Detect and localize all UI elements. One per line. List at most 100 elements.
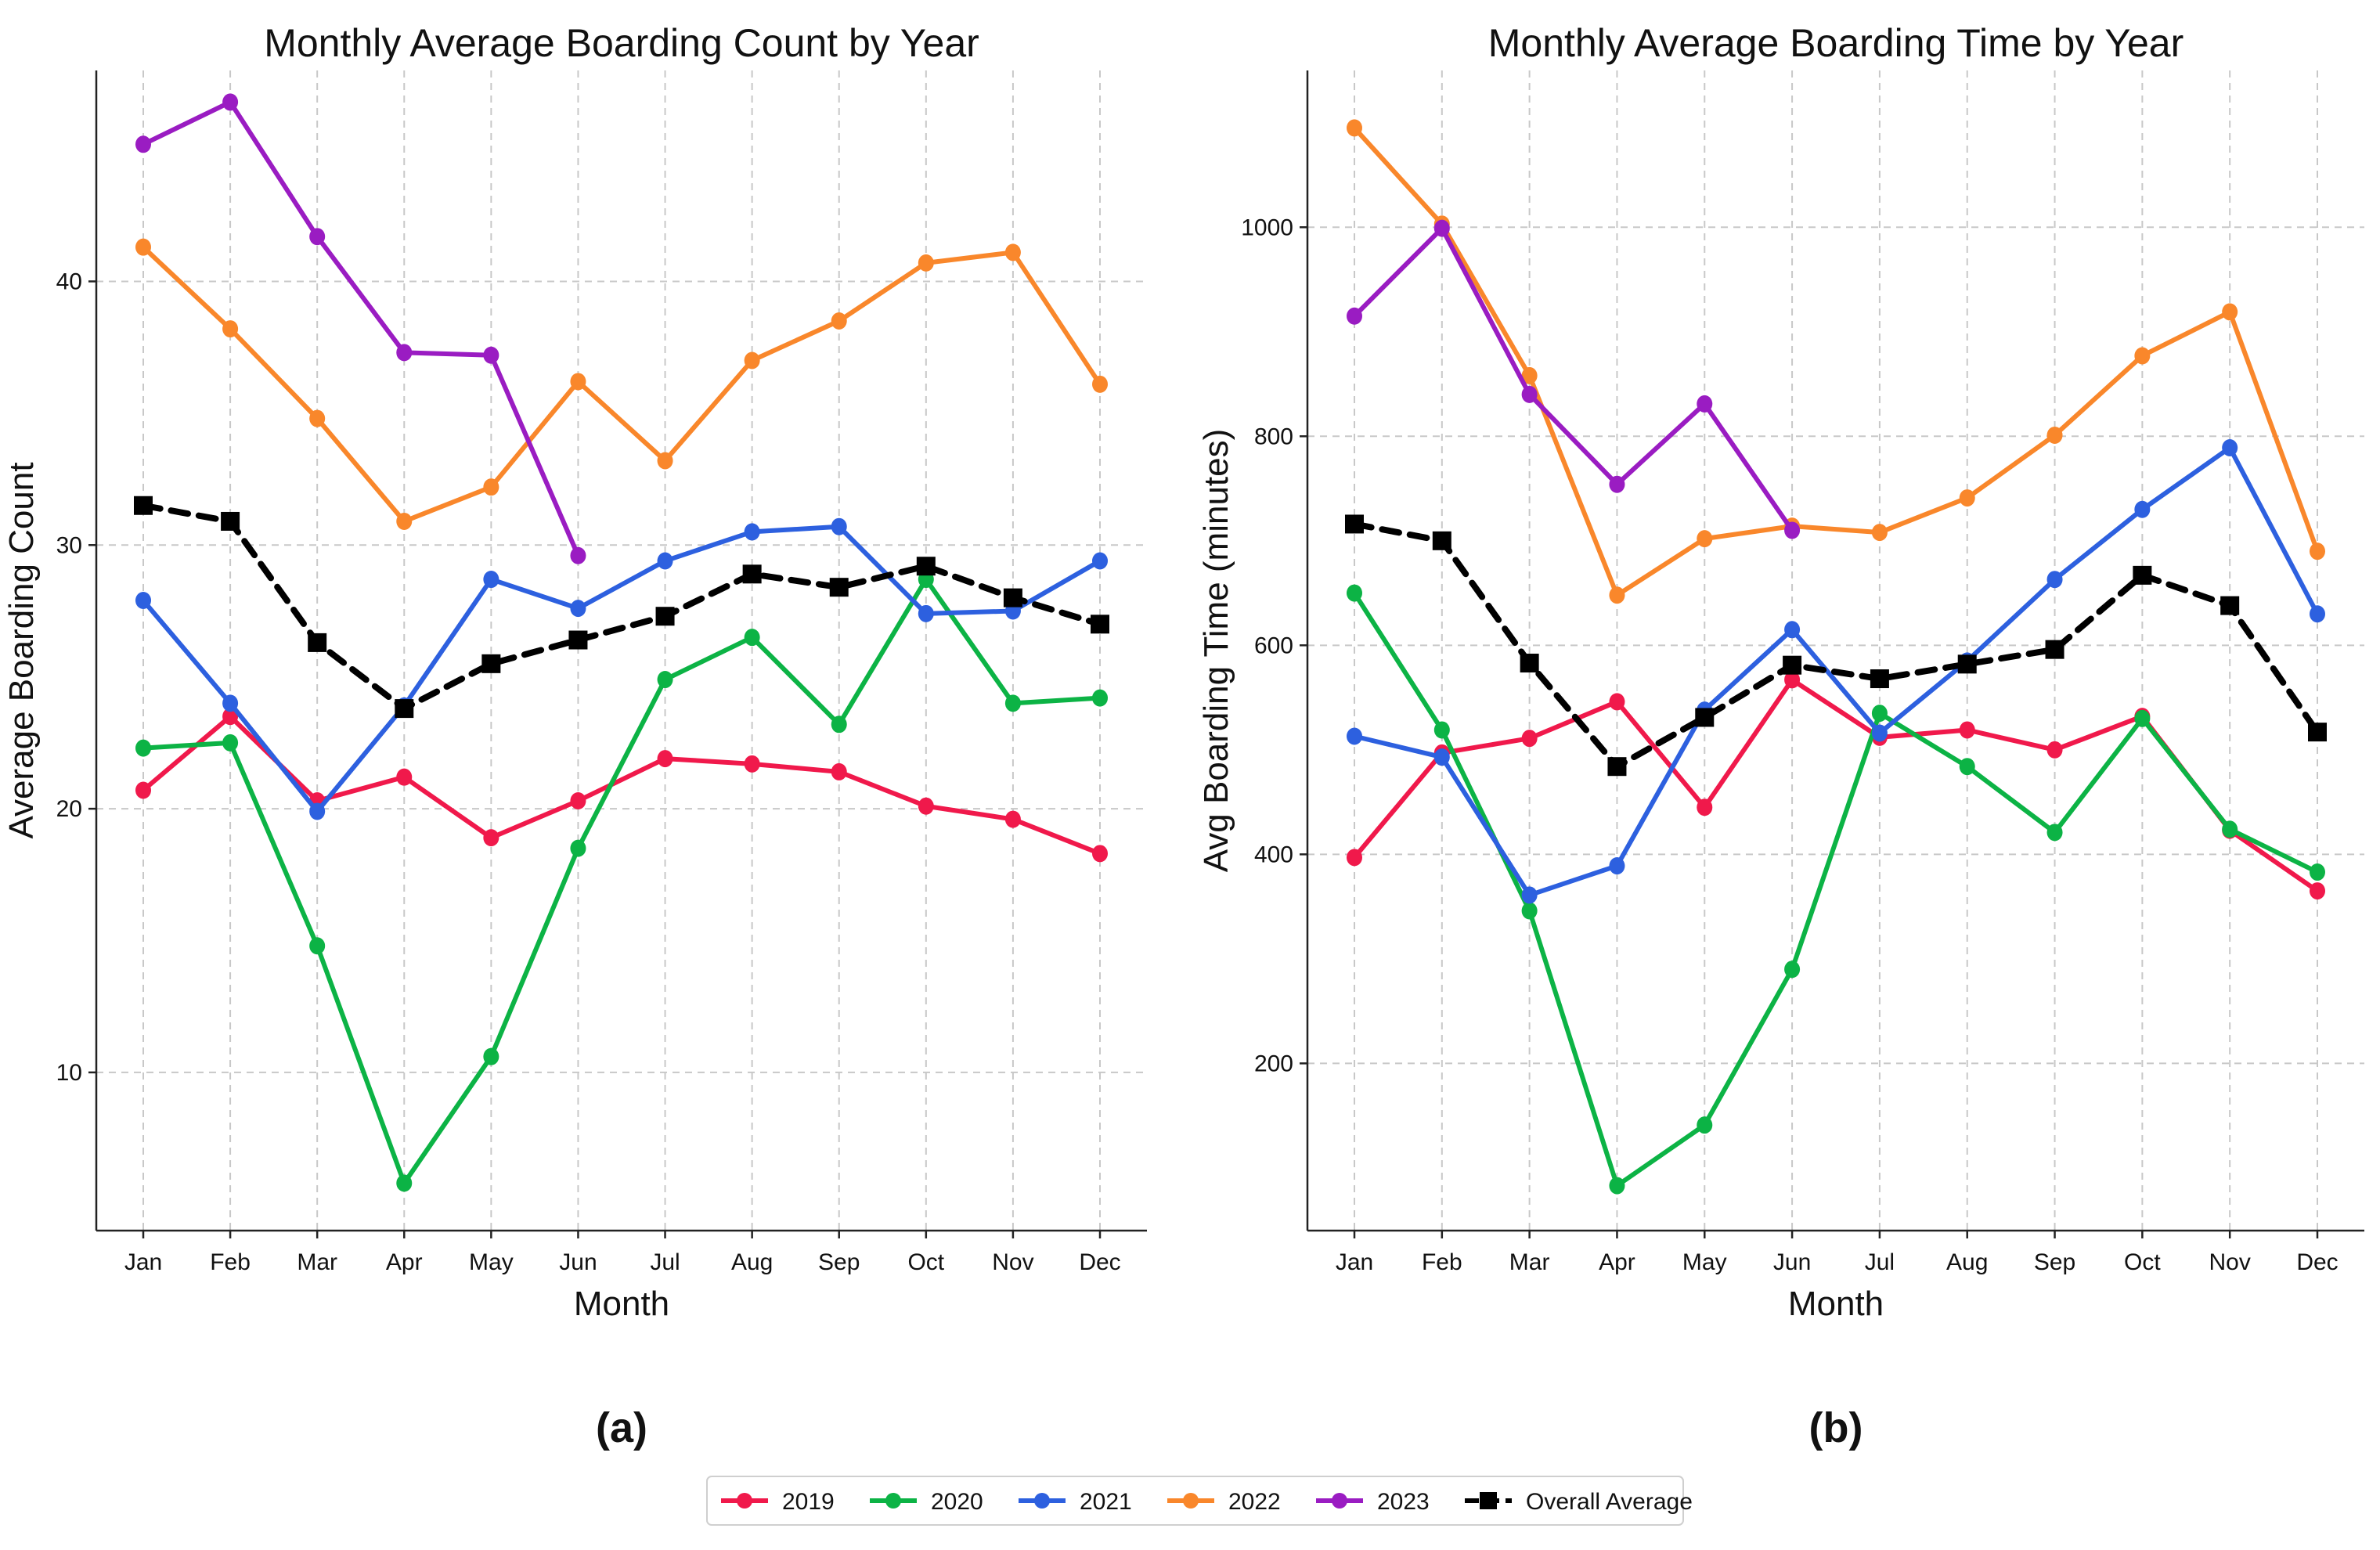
data-point (570, 600, 586, 618)
data-point (1784, 671, 1801, 689)
data-point (2134, 709, 2151, 727)
data-point (1697, 530, 1713, 548)
data-point (1784, 521, 1801, 539)
data-point (309, 802, 326, 820)
x-tick-label: Jun (1773, 1249, 1811, 1275)
data-point (1347, 849, 1362, 867)
data-point (2308, 723, 2327, 742)
x-tick-label: Jul (1865, 1249, 1895, 1275)
data-point (483, 571, 499, 589)
data-point (1609, 586, 1625, 604)
data-point (657, 671, 673, 689)
data-point (1345, 514, 1364, 534)
data-point (2046, 426, 2063, 444)
x-tick-label: Apr (386, 1249, 423, 1275)
y-tick-label: 400 (1254, 842, 1293, 867)
legend-item: 2022 (1167, 1489, 1281, 1515)
data-point (483, 829, 499, 847)
data-point (135, 238, 151, 256)
series-line (141, 577, 1102, 1186)
data-point (2133, 565, 2152, 585)
series-overall-average (1345, 514, 2327, 777)
data-point (2310, 863, 2325, 881)
data-point (221, 511, 240, 531)
data-point (222, 320, 239, 338)
data-point (1092, 375, 1108, 393)
data-point (657, 552, 673, 570)
data-point (396, 344, 413, 362)
data-point (135, 592, 151, 610)
data-point (134, 496, 153, 515)
series-2020 (135, 571, 1108, 1192)
y-tick-label: 800 (1254, 424, 1293, 449)
data-point (308, 633, 327, 652)
data-point (1609, 475, 1625, 493)
data-point (1609, 857, 1625, 875)
data-point (1959, 758, 1975, 776)
data-point (1871, 724, 1888, 742)
data-point (1609, 693, 1625, 711)
legend-marker (1034, 1493, 1050, 1509)
series-2022 (135, 238, 1108, 530)
series-2019 (135, 708, 1108, 863)
data-point (1092, 845, 1108, 863)
data-point (222, 93, 239, 111)
data-point (1433, 721, 1450, 739)
data-point (2310, 882, 2325, 900)
series-line (141, 524, 1102, 814)
data-point (1004, 694, 1021, 712)
data-point (1697, 395, 1713, 413)
data-point (1003, 588, 1022, 607)
data-point (2222, 438, 2238, 456)
data-point (1957, 654, 1977, 674)
legend-item: Overall Average (1465, 1489, 1693, 1515)
legend-item: 2019 (721, 1489, 835, 1515)
data-point (744, 351, 760, 369)
legend-label: 2020 (931, 1489, 983, 1515)
data-point (2220, 596, 2240, 615)
data-point (568, 630, 588, 650)
data-point (655, 607, 675, 626)
data-point (2222, 820, 2238, 838)
data-point (831, 716, 847, 734)
data-point (1697, 798, 1713, 816)
data-point (744, 629, 760, 647)
chart-boarding-count: 10 20 30 40 Jan Feb Mar Apr May Jun Jul Aug Sep Oct No… (2, 21, 1147, 1451)
x-tick-label: May (469, 1249, 514, 1275)
y-tick-label: 20 (56, 796, 82, 822)
data-point (396, 768, 413, 786)
x-tick-label: Jul (650, 1249, 680, 1275)
data-point (309, 937, 326, 955)
series-2021 (135, 517, 1108, 820)
data-point (1433, 748, 1450, 766)
y-tick-label: 200 (1254, 1051, 1293, 1076)
legend-label: 2019 (782, 1489, 835, 1515)
series-line (1352, 125, 2320, 598)
data-point (309, 409, 326, 427)
series-line (1351, 521, 2320, 770)
data-point (1870, 669, 1889, 689)
data-point (1092, 552, 1108, 570)
x-tick-label: Oct (2124, 1249, 2161, 1275)
data-point (2310, 542, 2325, 561)
data-point (1004, 810, 1021, 828)
legend-marker (1480, 1492, 1497, 1509)
x-tick-label: Feb (1422, 1249, 1462, 1275)
y-tick-label: 10 (56, 1060, 82, 1086)
y-tick-label: 30 (56, 532, 82, 558)
series-2021 (1347, 438, 2325, 904)
data-point (1521, 366, 1538, 384)
data-point (742, 564, 762, 584)
data-point (1871, 524, 1888, 542)
x-tick-label: Apr (1599, 1249, 1635, 1275)
data-point (1783, 655, 1802, 675)
x-tick-label: Jun (559, 1249, 597, 1275)
series-2023 (1347, 219, 1801, 539)
data-point (135, 135, 151, 153)
data-point (1521, 385, 1538, 403)
y-tick-label: 40 (56, 269, 82, 294)
chart-title: Monthly Average Boarding Count by Year (264, 21, 979, 65)
data-point (2222, 303, 2238, 321)
legend-marker (1332, 1493, 1347, 1509)
y-axis-label: Avg Boarding Time (minutes) (1197, 429, 1235, 873)
